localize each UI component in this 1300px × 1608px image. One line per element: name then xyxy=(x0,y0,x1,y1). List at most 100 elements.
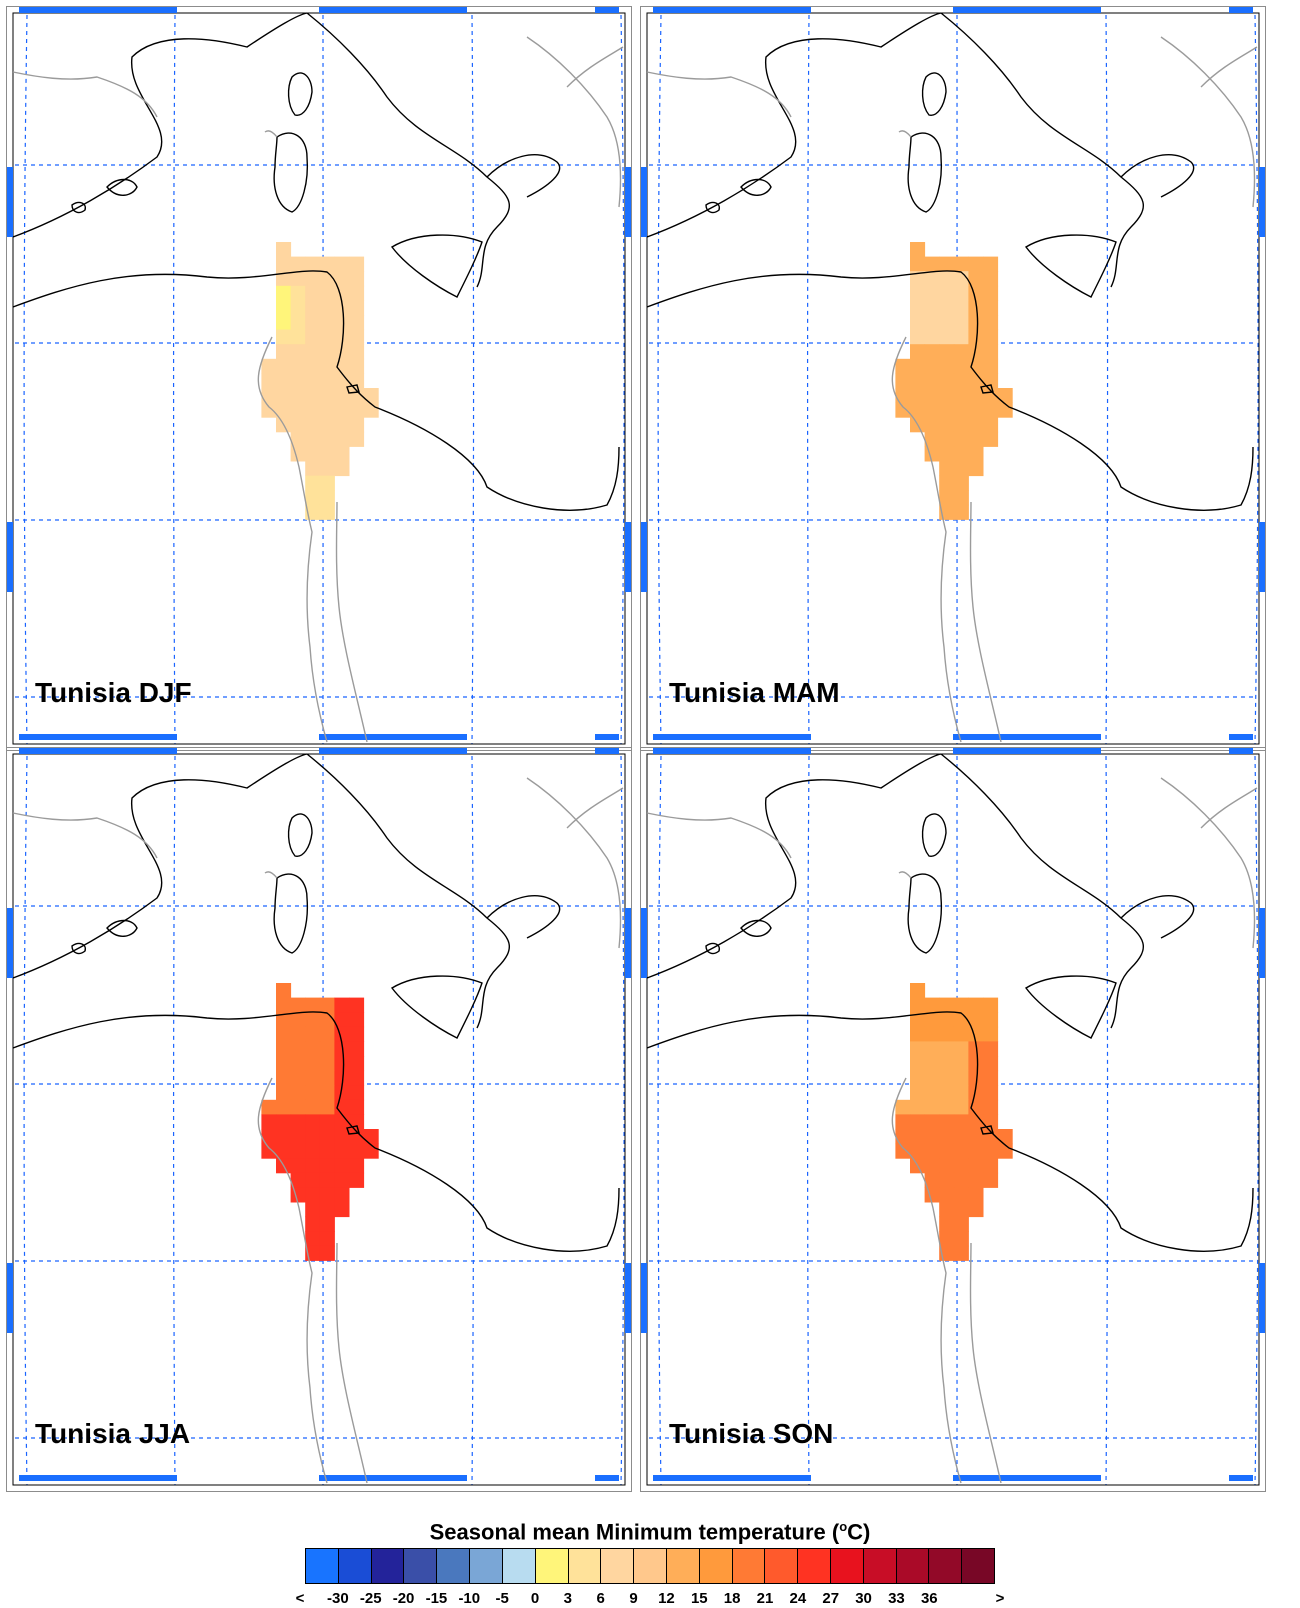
map-panel-mam: Tunisia MAM xyxy=(640,6,1266,751)
temperature-cell xyxy=(939,1144,954,1159)
temperature-cell xyxy=(276,388,291,403)
coastline xyxy=(307,754,509,1028)
temperature-cell xyxy=(939,998,954,1013)
temperature-cell xyxy=(954,1129,969,1144)
frame-tick xyxy=(653,748,811,754)
temperature-cell xyxy=(305,1202,320,1217)
frame-tick xyxy=(7,1263,13,1333)
country-border xyxy=(337,502,368,742)
frame-tick xyxy=(653,734,811,740)
temperature-cell xyxy=(925,1187,940,1202)
temperature-cell xyxy=(954,998,969,1013)
country-border xyxy=(647,813,791,858)
coastline xyxy=(1121,896,1194,938)
legend-tick-label: -10 xyxy=(458,1590,480,1607)
legend-swatch xyxy=(667,1549,700,1583)
legend-tick-label: -5 xyxy=(495,1590,508,1607)
meridian-line xyxy=(24,756,27,1485)
temperature-cell xyxy=(910,1056,925,1071)
temperature-cell xyxy=(925,359,940,374)
temperature-cell xyxy=(261,388,276,403)
temperature-cell xyxy=(291,330,306,345)
panel-label-son: Tunisia SON xyxy=(669,1418,833,1450)
temperature-cell xyxy=(939,1114,954,1129)
temperature-cell xyxy=(939,257,954,272)
temperature-cell xyxy=(291,286,306,301)
temperature-cell xyxy=(998,1129,1013,1144)
temperature-cell xyxy=(939,271,954,286)
frame-tick xyxy=(595,748,619,754)
temperature-cell xyxy=(939,1041,954,1056)
temperature-cell xyxy=(968,1129,983,1144)
temperature-cell xyxy=(305,1187,320,1202)
temperature-cell xyxy=(276,1129,291,1144)
temperature-cell xyxy=(305,998,320,1013)
meridian-line xyxy=(621,15,624,744)
temperature-cell xyxy=(334,1187,349,1202)
legend-swatch xyxy=(864,1549,897,1583)
temperature-cell xyxy=(939,1085,954,1100)
temperature-cell xyxy=(261,373,276,388)
temperature-cell xyxy=(320,998,335,1013)
temperature-cell xyxy=(983,1144,998,1159)
temperature-cell xyxy=(954,257,969,272)
coastline xyxy=(1026,976,1116,1038)
temperature-cell xyxy=(910,359,925,374)
frame-tick xyxy=(625,167,631,237)
temperature-cell xyxy=(954,1173,969,1188)
temperature-cell xyxy=(305,476,320,491)
coastline xyxy=(487,155,560,197)
temperature-cell xyxy=(925,388,940,403)
temperature-cell xyxy=(305,1085,320,1100)
frame-tick xyxy=(953,734,1101,740)
frame-tick xyxy=(19,734,177,740)
meridian-line xyxy=(1106,15,1108,744)
coastline xyxy=(392,976,482,1038)
meridian-line xyxy=(1106,756,1108,1485)
temperature-cell xyxy=(910,257,925,272)
frame-tick xyxy=(319,734,467,740)
legend-tick-label: 24 xyxy=(790,1590,807,1607)
temperature-cell xyxy=(320,300,335,315)
temperature-cell xyxy=(983,286,998,301)
frame-tick xyxy=(1259,167,1265,237)
temperature-cell xyxy=(349,1144,364,1159)
temperature-cell xyxy=(895,1144,910,1159)
map-panel-son: Tunisia SON xyxy=(640,747,1266,1492)
temperature-cell xyxy=(320,1100,335,1115)
temperature-cell xyxy=(939,417,954,432)
temperature-cell xyxy=(939,373,954,388)
coastline xyxy=(487,896,560,938)
temperature-cell xyxy=(954,1100,969,1115)
country-border xyxy=(971,502,1002,742)
temperature-cell xyxy=(910,344,925,359)
legend-swatch xyxy=(601,1549,634,1583)
temperature-cell xyxy=(349,344,364,359)
temperature-cell xyxy=(334,388,349,403)
legend-swatch xyxy=(404,1549,437,1583)
temperature-cell xyxy=(925,1041,940,1056)
temperature-cell xyxy=(910,1129,925,1144)
temperature-cell xyxy=(983,1158,998,1173)
temperature-cell xyxy=(291,1085,306,1100)
temperature-cell xyxy=(276,1100,291,1115)
temperature-cell xyxy=(954,1187,969,1202)
temperature-cell xyxy=(910,330,925,345)
frame-tick xyxy=(19,748,177,754)
temperature-cell xyxy=(291,300,306,315)
frame-tick xyxy=(625,908,631,978)
temperature-cell xyxy=(939,1217,954,1232)
legend-tick-label: 33 xyxy=(888,1590,905,1607)
temperature-cell xyxy=(276,286,291,301)
temperature-cell xyxy=(276,315,291,330)
temperature-cell xyxy=(305,1071,320,1086)
temperature-cell xyxy=(334,1202,349,1217)
temperature-cell xyxy=(291,1100,306,1115)
temperature-cell xyxy=(305,344,320,359)
temperature-cell xyxy=(925,1100,940,1115)
temperature-cell xyxy=(305,1217,320,1232)
temperature-cell xyxy=(276,1027,291,1042)
temperature-cell xyxy=(320,476,335,491)
temperature-cell xyxy=(925,417,940,432)
temperature-cell xyxy=(305,1114,320,1129)
